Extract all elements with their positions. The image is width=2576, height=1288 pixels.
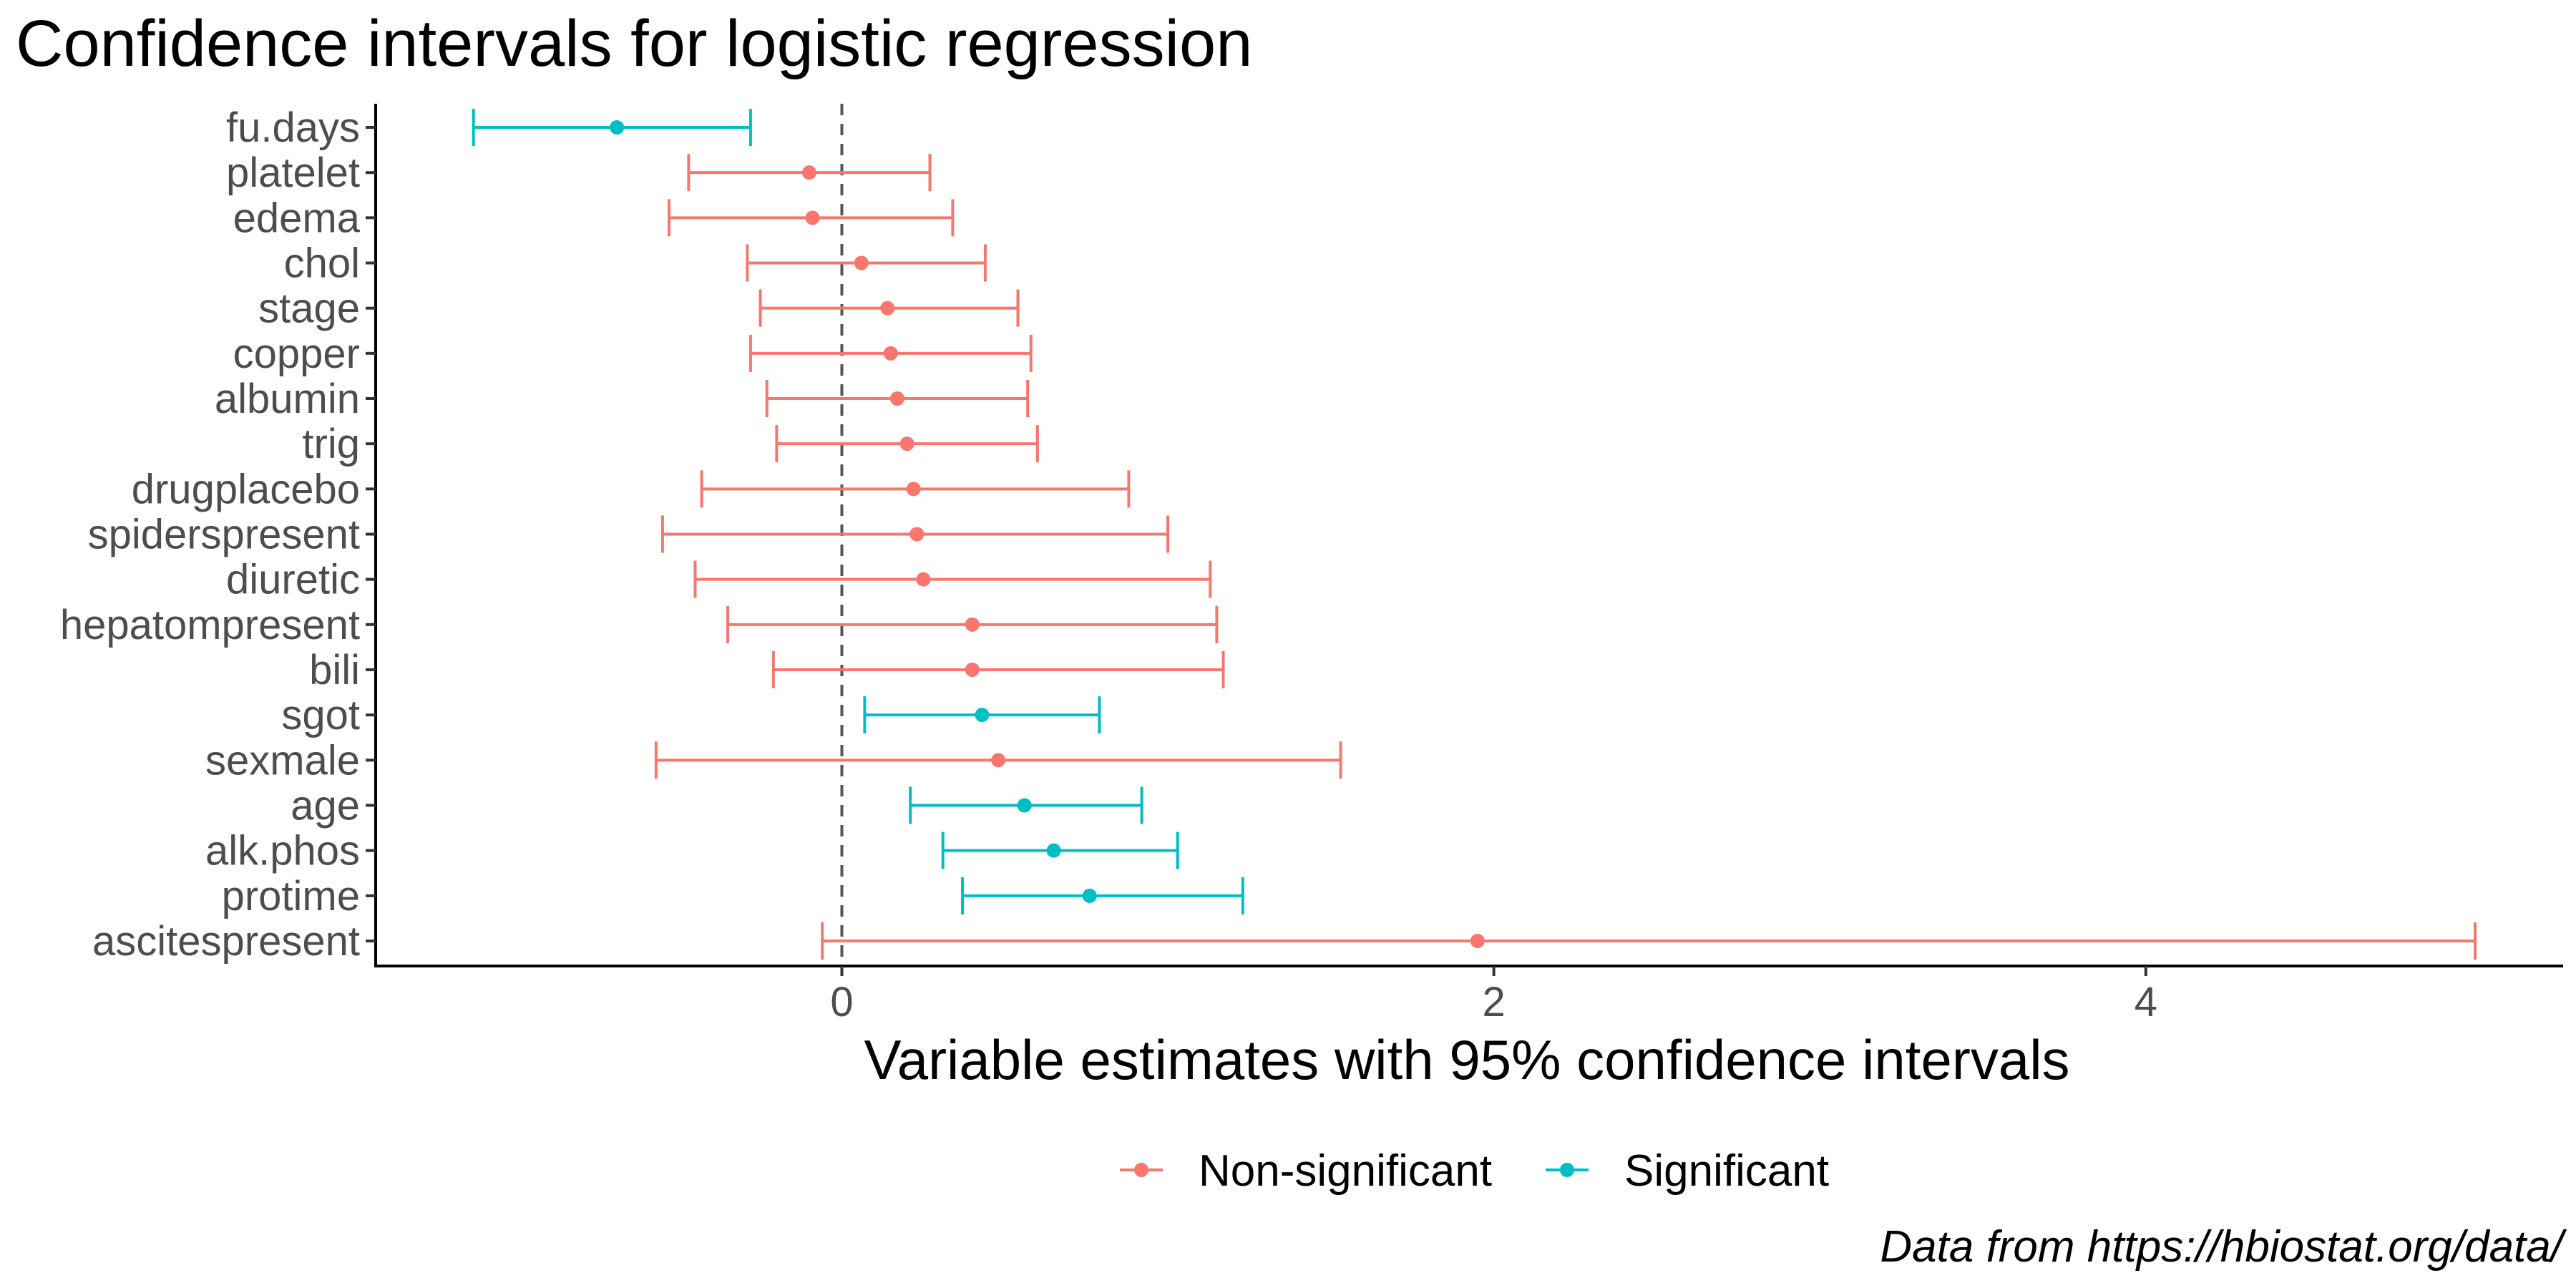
- estimate-point: [1046, 843, 1061, 858]
- estimate-point: [1017, 798, 1032, 813]
- y-tick-label: sgot: [281, 692, 360, 738]
- estimate-point: [975, 708, 990, 723]
- legend-label: Non-significant: [1199, 1146, 1492, 1196]
- legend-key-point: [1134, 1163, 1148, 1177]
- y-tick-label: alk.phos: [205, 828, 360, 874]
- estimate-point: [610, 120, 625, 135]
- y-tick-label: fu.days: [226, 104, 360, 151]
- y-tick-label: protime: [222, 873, 360, 919]
- y-tick-label: drugplacebo: [132, 466, 360, 512]
- estimate-point: [1082, 888, 1097, 903]
- plot-area: 0 2 4fu.daysplateletedemacholstagecopperal…: [60, 104, 2563, 1025]
- estimate-point: [889, 391, 904, 406]
- estimate-point: [899, 436, 914, 452]
- y-tick-label: sexmale: [205, 737, 360, 784]
- estimate-point: [906, 482, 921, 497]
- estimate-point: [965, 617, 980, 632]
- estimate-point: [801, 165, 816, 180]
- y-tick-label: bili: [309, 647, 360, 693]
- y-tick-label: diuretic: [226, 557, 360, 603]
- y-tick-label: ascitespresent: [92, 918, 360, 965]
- y-tick-label: platelet: [226, 150, 360, 196]
- y-tick-label: edema: [233, 195, 361, 241]
- chart-caption: Data from https://hbiostat.org/data/: [1880, 1222, 2567, 1272]
- estimate-point: [805, 210, 820, 225]
- estimate-point: [965, 663, 980, 677]
- y-tick-label: spiderspresent: [88, 512, 360, 558]
- y-tick-label: copper: [233, 331, 360, 377]
- x-tick-label: 4: [2135, 979, 2157, 1025]
- legend: Non-significant Significant: [1120, 1146, 1829, 1196]
- x-axis-title: Variable estimates with 95% confidence i…: [864, 1028, 2069, 1091]
- estimate-point: [883, 346, 898, 361]
- estimate-point: [916, 572, 931, 587]
- legend-label: Significant: [1624, 1146, 1829, 1196]
- estimate-point: [880, 301, 895, 316]
- y-tick-label: hepatompresent: [60, 602, 360, 648]
- y-tick-label: chol: [284, 240, 360, 287]
- estimate-point: [991, 753, 1006, 768]
- y-tick-label: trig: [302, 421, 360, 467]
- estimate-point: [1470, 934, 1485, 948]
- chart-title: Confidence intervals for logistic regres…: [16, 7, 1252, 80]
- y-tick-label: stage: [258, 286, 360, 332]
- estimate-point: [909, 527, 924, 542]
- estimate-point: [854, 255, 869, 270]
- y-tick-label: albumin: [215, 376, 360, 422]
- x-tick-label: 2: [1483, 979, 1506, 1025]
- legend-key-point: [1560, 1163, 1574, 1177]
- x-tick-label: 0: [830, 979, 853, 1025]
- y-tick-label: age: [291, 783, 360, 829]
